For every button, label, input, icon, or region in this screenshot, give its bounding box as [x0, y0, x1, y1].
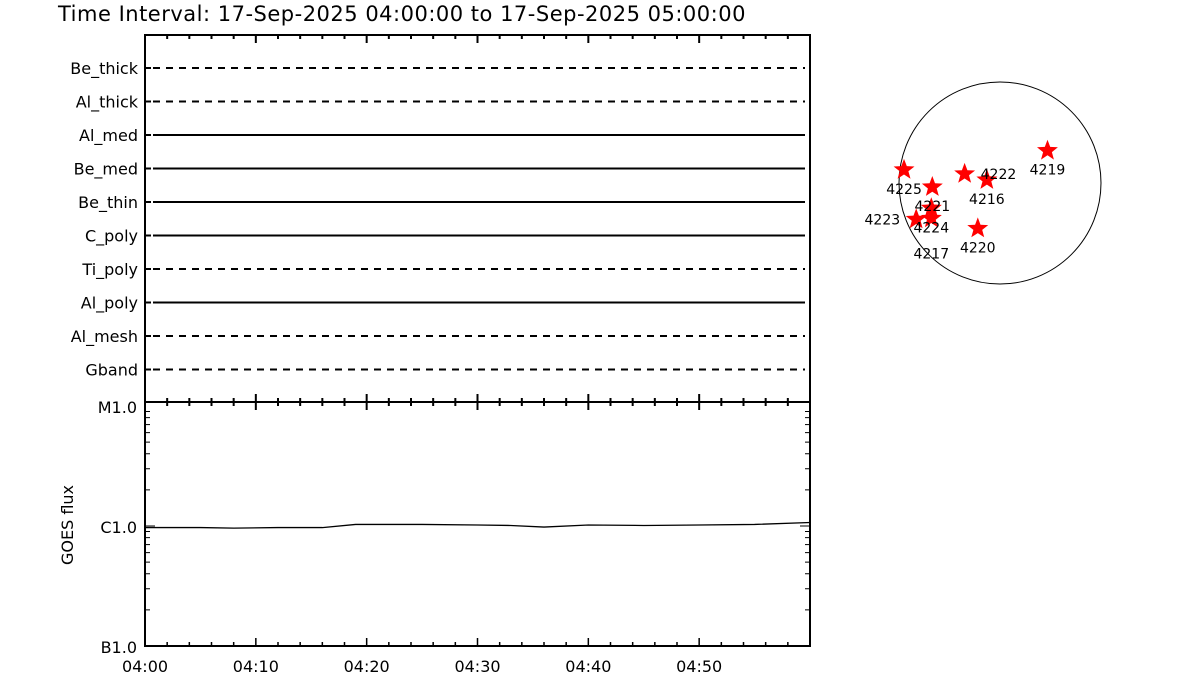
active-region-label: 4220: [960, 240, 996, 256]
y-tick-label: B1.0: [101, 638, 137, 657]
active-region-label: 4224: [913, 220, 949, 236]
active-region-label: 4219: [1030, 163, 1066, 179]
active-region-label: 4222: [981, 167, 1017, 183]
filter-row-label: Be_med: [74, 160, 138, 180]
goes-frame: [144, 401, 811, 647]
active-region-star-icon: [1037, 139, 1058, 160]
x-tick-label: 04:10: [233, 657, 279, 676]
solar-disk: [898, 81, 1102, 285]
active-region-star-icon: [976, 169, 998, 189]
filter-row-label: Gband: [85, 361, 138, 380]
active-region-label: 4225: [886, 182, 922, 198]
active-region-label: 4223: [865, 212, 901, 228]
filter-row-label: Al_thick: [76, 93, 139, 113]
y-tick-label: C1.0: [100, 518, 137, 537]
active-region-star-icon: [921, 176, 943, 196]
filter-row-label: Al_poly: [81, 294, 138, 314]
x-tick-label: 04:00: [122, 657, 168, 676]
filter-row-label: Al_med: [79, 126, 138, 146]
x-tick-label: 04:40: [565, 657, 611, 676]
goes-flux-line: [145, 521, 811, 529]
filter-row-label: Be_thin: [78, 193, 138, 213]
timeline-frame: [144, 34, 811, 403]
active-region-star-icon: [893, 158, 915, 179]
active-region-star-icon: [920, 207, 942, 228]
filter-row-label: Be_thick: [70, 59, 138, 79]
x-tick-label: 04:50: [676, 657, 722, 676]
active-region-label: 4221: [915, 199, 951, 215]
active-region-star-icon: [954, 162, 976, 183]
active-region-star-icon: [967, 217, 989, 238]
filter-row-label: Al_mesh: [71, 327, 138, 347]
filter-row-label: Ti_poly: [81, 260, 138, 280]
plot-title: Time Interval: 17-Sep-2025 04:00:00 to 1…: [58, 2, 746, 26]
active-region-label: 4216: [969, 192, 1005, 208]
active-region-label: 4217: [913, 246, 949, 262]
y-axis-label: GOES flux: [58, 485, 77, 565]
x-tick-label: 04:30: [454, 657, 500, 676]
filter-row-label: C_poly: [85, 227, 138, 247]
active-region-star-icon: [920, 197, 942, 218]
y-tick-label: M1.0: [98, 398, 137, 417]
x-tick-label: 04:20: [344, 657, 390, 676]
active-region-star-icon: [905, 208, 927, 229]
